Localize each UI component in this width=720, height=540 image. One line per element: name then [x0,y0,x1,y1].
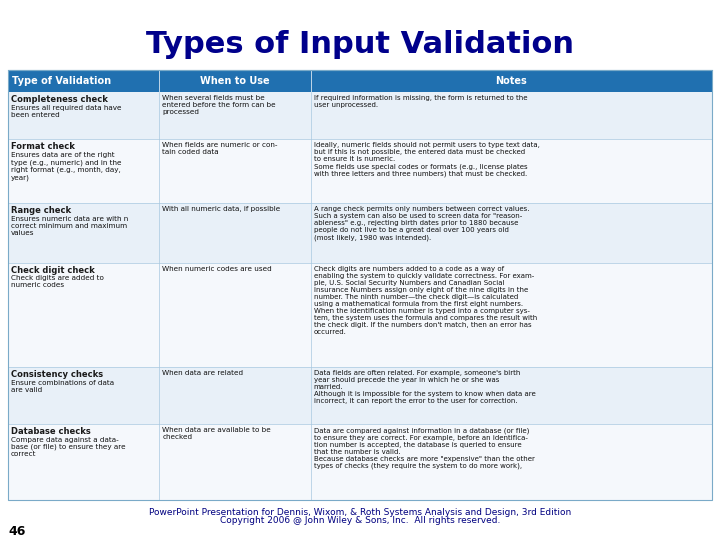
Text: Types of Input Validation: Types of Input Validation [146,30,574,59]
Text: When fields are numeric or con-
tain coded data: When fields are numeric or con- tain cod… [162,143,278,156]
Text: PowerPoint Presentation for Dennis, Wixom, & Roth Systems Analysis and Design, 3: PowerPoint Presentation for Dennis, Wixo… [149,508,571,517]
Text: Consistency checks: Consistency checks [11,370,103,379]
Text: Check digits are numbers added to a code as a way of
enabling the system to quic: Check digits are numbers added to a code… [314,266,537,335]
Text: When data are available to be
checked: When data are available to be checked [162,427,271,440]
Bar [8,424,712,500]
Bar [8,70,712,92]
Text: Ensure combinations of data
are valid: Ensure combinations of data are valid [11,380,114,393]
Text: Copyright 2006 @ John Wiley & Sons, Inc.  All rights reserved.: Copyright 2006 @ John Wiley & Sons, Inc.… [220,516,500,525]
Text: Completeness check: Completeness check [11,95,108,104]
Bar [8,367,712,424]
Text: Ideally, numeric fields should not permit users to type text data,
but if this i: Ideally, numeric fields should not permi… [314,143,539,178]
Text: Ensures numeric data are with n
correct minimum and maximum
values: Ensures numeric data are with n correct … [11,216,128,236]
Text: If required information is missing, the form is returned to the
user unprocessed: If required information is missing, the … [314,95,527,108]
Text: When numeric codes are used: When numeric codes are used [162,266,272,272]
Bar [8,204,712,263]
Text: When data are related: When data are related [162,370,243,376]
Text: When several fields must be
entered before the form can be
processed: When several fields must be entered befo… [162,95,276,115]
Text: 46: 46 [8,525,25,538]
Text: Data fields are often related. For example, someone's birth
year should precede : Data fields are often related. For examp… [314,370,536,404]
Text: With all numeric data, if possible: With all numeric data, if possible [162,206,281,212]
Text: Type of Validation: Type of Validation [12,76,111,86]
Text: Check digit check: Check digit check [11,266,95,275]
Text: Data are compared against information in a database (or file)
to ensure they are: Data are compared against information in… [314,427,534,469]
Text: Compare data against a data-
base (or file) to ensure they are
correct: Compare data against a data- base (or fi… [11,437,125,457]
Text: Notes: Notes [495,76,527,86]
Text: Ensures data are of the right
type (e.g., numeric) and in the
right format (e.g.: Ensures data are of the right type (e.g.… [11,152,122,180]
Bar [8,92,712,139]
Text: Format check: Format check [11,143,75,151]
Text: When to Use: When to Use [200,76,270,86]
Text: Ensures all required data have
been entered: Ensures all required data have been ente… [11,105,122,118]
Text: Database checks: Database checks [11,427,91,436]
Text: Check digits are added to
numeric codes: Check digits are added to numeric codes [11,275,104,288]
Text: A range check permits only numbers between correct values.
Such a system can als: A range check permits only numbers betwe… [314,206,529,241]
Bar [8,263,712,367]
Text: Range check: Range check [11,206,71,215]
Bar [8,139,712,204]
Bar [8,70,712,500]
